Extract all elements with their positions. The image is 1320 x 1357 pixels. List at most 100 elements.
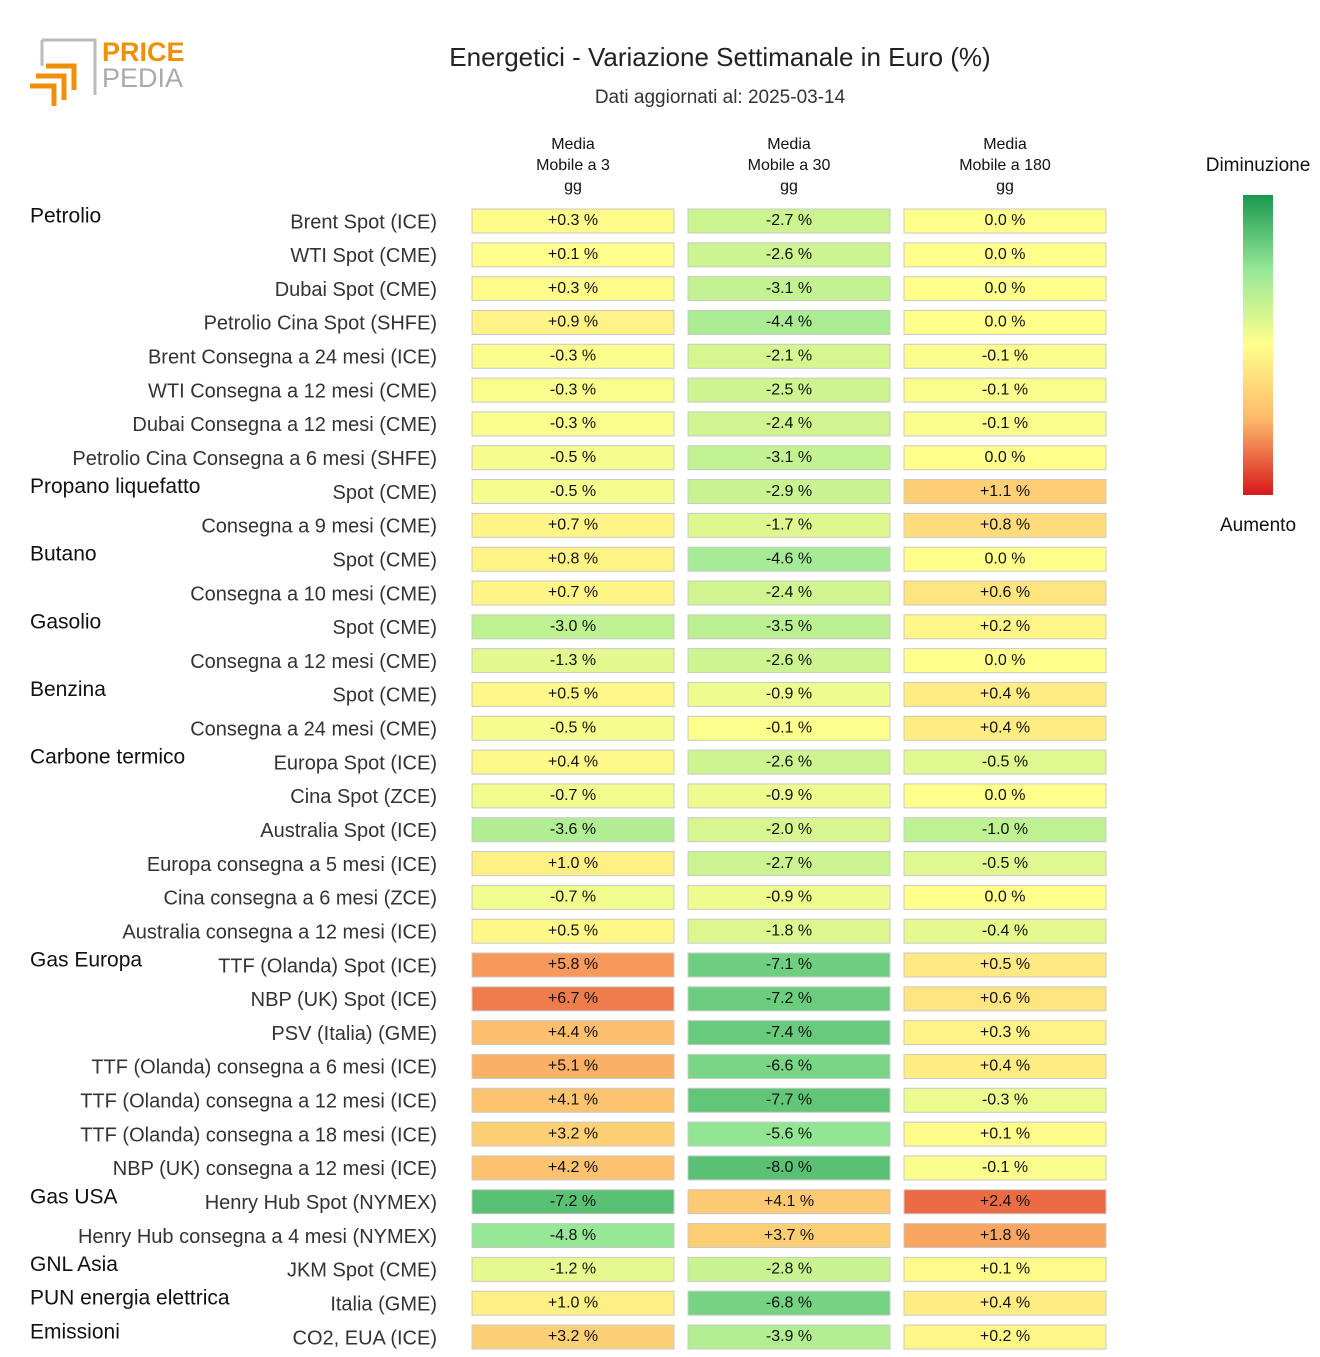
- row-label: Australia consegna a 12 mesi (ICE): [122, 921, 437, 943]
- value-label: -0.1 %: [982, 1159, 1028, 1176]
- value-label: 0.0 %: [985, 550, 1026, 567]
- value-label: -7.2 %: [766, 990, 812, 1007]
- value-label: -6.6 %: [766, 1058, 812, 1075]
- value-label: 0.0 %: [985, 652, 1026, 669]
- value-label: +3.2 %: [548, 1328, 598, 1345]
- heat-cell: [687, 1189, 891, 1215]
- group-label: Gas Europa: [30, 949, 142, 972]
- value-label: -2.6 %: [766, 753, 812, 770]
- value-label: +4.1 %: [548, 1091, 598, 1108]
- value-label: -2.9 %: [766, 483, 812, 500]
- heat-cell: [903, 1290, 1107, 1316]
- value-label: -0.4 %: [982, 922, 1028, 939]
- value-label: +1.0 %: [548, 855, 598, 872]
- group-label: Butano: [30, 543, 97, 566]
- heat-cell: [687, 445, 891, 471]
- value-label: +1.1 %: [980, 483, 1030, 500]
- heat-cell: [687, 1223, 891, 1249]
- heat-cell: [903, 614, 1107, 640]
- value-label: -0.3 %: [550, 347, 596, 364]
- heat-cell: [687, 986, 891, 1012]
- value-label: +6.7 %: [548, 990, 598, 1007]
- heat-cell: [687, 817, 891, 843]
- logo-frame: [40, 38, 97, 95]
- row-label: Dubai Consegna a 12 mesi (CME): [132, 414, 437, 436]
- heat-cell: [903, 242, 1107, 268]
- row-label: Consegna a 24 mesi (CME): [190, 719, 437, 741]
- value-label: -3.0 %: [550, 618, 596, 635]
- value-label: +0.7 %: [548, 584, 598, 601]
- heat-cell: [903, 884, 1107, 910]
- value-label: +0.3 %: [548, 280, 598, 297]
- value-label: +0.4 %: [548, 753, 598, 770]
- value-label: -1.0 %: [982, 821, 1028, 838]
- value-label: 0.0 %: [985, 212, 1026, 229]
- heat-cell: [687, 783, 891, 809]
- value-label: -1.8 %: [766, 922, 812, 939]
- row-label: Consegna a 12 mesi (CME): [190, 651, 437, 673]
- row-label: Petrolio Cina Spot (SHFE): [204, 313, 437, 335]
- column-header: Media Mobile a 3 gg: [536, 136, 610, 195]
- value-label: 0.0 %: [985, 280, 1026, 297]
- row-label: CO2, EUA (ICE): [293, 1327, 437, 1349]
- value-label: +3.7 %: [764, 1227, 814, 1244]
- heat-cell: [903, 1155, 1107, 1181]
- value-label: -2.7 %: [766, 212, 812, 229]
- heat-cell: [471, 309, 675, 335]
- row-label: TTF (Olanda) consegna a 12 mesi (ICE): [80, 1091, 437, 1113]
- value-label: +0.4 %: [980, 1294, 1030, 1311]
- heat-cell: [687, 1324, 891, 1350]
- value-label: -2.1 %: [766, 347, 812, 364]
- value-label: +2.4 %: [980, 1193, 1030, 1210]
- value-label: -0.5 %: [550, 719, 596, 736]
- value-label: -0.1 %: [982, 415, 1028, 432]
- row-label: WTI Consegna a 12 mesi (CME): [148, 380, 437, 402]
- value-label: -0.5 %: [550, 483, 596, 500]
- heat-cell: [903, 1053, 1107, 1079]
- heat-cell: [687, 411, 891, 437]
- row-label: NBP (UK) consegna a 12 mesi (ICE): [113, 1158, 437, 1180]
- heat-cell: [903, 580, 1107, 606]
- heat-cell: [471, 918, 675, 944]
- row-label: Europa Spot (ICE): [274, 752, 437, 774]
- value-label: -3.5 %: [766, 618, 812, 635]
- value-label: -4.4 %: [766, 314, 812, 331]
- heat-cell: [687, 1155, 891, 1181]
- value-label: -0.3 %: [550, 381, 596, 398]
- row-label: Spot (CME): [333, 549, 437, 571]
- value-label: -3.6 %: [550, 821, 596, 838]
- row-label: Petrolio Cina Consegna a 6 mesi (SHFE): [72, 448, 437, 470]
- value-label: -0.1 %: [982, 347, 1028, 364]
- heat-cell: [903, 208, 1107, 234]
- row-label: Spot (CME): [333, 685, 437, 707]
- value-label: +0.6 %: [980, 990, 1030, 1007]
- colorbar-label: Aumento: [1220, 515, 1296, 536]
- heat-cell: [471, 242, 675, 268]
- heat-cell: [903, 783, 1107, 809]
- column-header: Media Mobile a 30 gg: [747, 136, 831, 195]
- heat-cell: [903, 479, 1107, 505]
- heat-cell: [903, 1223, 1107, 1249]
- heat-cell: [687, 1121, 891, 1147]
- value-label: -0.3 %: [982, 1091, 1028, 1108]
- heat-cell: [471, 817, 675, 843]
- heat-cell: [903, 1020, 1107, 1046]
- heat-cell: [687, 749, 891, 775]
- value-label: -0.1 %: [766, 719, 812, 736]
- value-label: -0.9 %: [766, 686, 812, 703]
- heat-cell: [471, 1223, 675, 1249]
- heat-cell: [903, 986, 1107, 1012]
- value-label: 0.0 %: [985, 314, 1026, 331]
- row-label: TTF (Olanda) consegna a 18 mesi (ICE): [80, 1124, 437, 1146]
- value-label: -7.7 %: [766, 1091, 812, 1108]
- group-label: Benzina: [30, 678, 106, 701]
- heat-cell: [471, 580, 675, 606]
- heat-cell: [903, 1189, 1107, 1215]
- value-label: -3.9 %: [766, 1328, 812, 1345]
- value-label: -2.4 %: [766, 584, 812, 601]
- value-label: -3.1 %: [766, 449, 812, 466]
- heat-cell: [687, 309, 891, 335]
- row-label: Brent Spot (ICE): [290, 211, 437, 233]
- group-label: Carbone termico: [30, 746, 185, 769]
- colorbar: [1243, 195, 1273, 495]
